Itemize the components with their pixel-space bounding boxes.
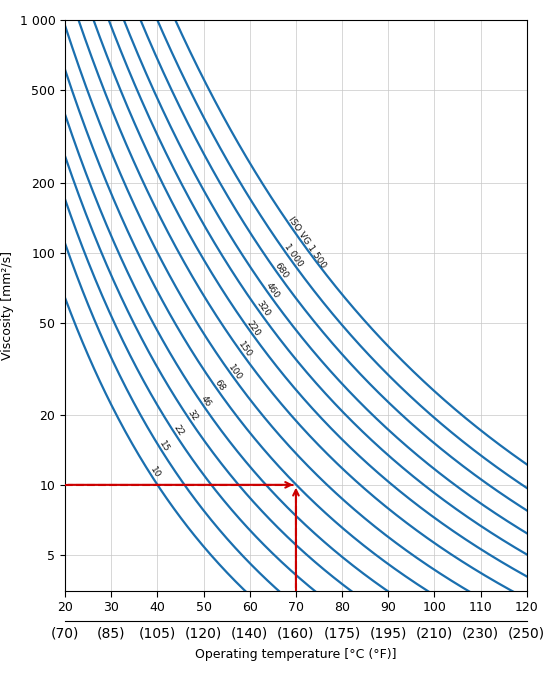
Text: 100: 100 [227,363,244,382]
Text: 46: 46 [199,394,213,409]
Text: 1 000: 1 000 [282,242,304,269]
Text: 10: 10 [148,466,162,480]
X-axis label: Operating temperature [°C (°F)]: Operating temperature [°C (°F)] [195,648,397,661]
Text: 680: 680 [273,261,290,280]
Y-axis label: Viscosity [mm²/s]: Viscosity [mm²/s] [1,251,14,360]
Text: 220: 220 [245,319,262,338]
Text: 15: 15 [157,439,171,454]
Text: 22: 22 [172,423,185,437]
Text: 150: 150 [236,340,253,359]
Text: ISO VG 1 500: ISO VG 1 500 [287,215,328,270]
Text: 460: 460 [264,281,281,301]
Text: 320: 320 [255,299,272,318]
Text: 68: 68 [213,378,227,392]
Text: 32: 32 [185,408,199,422]
